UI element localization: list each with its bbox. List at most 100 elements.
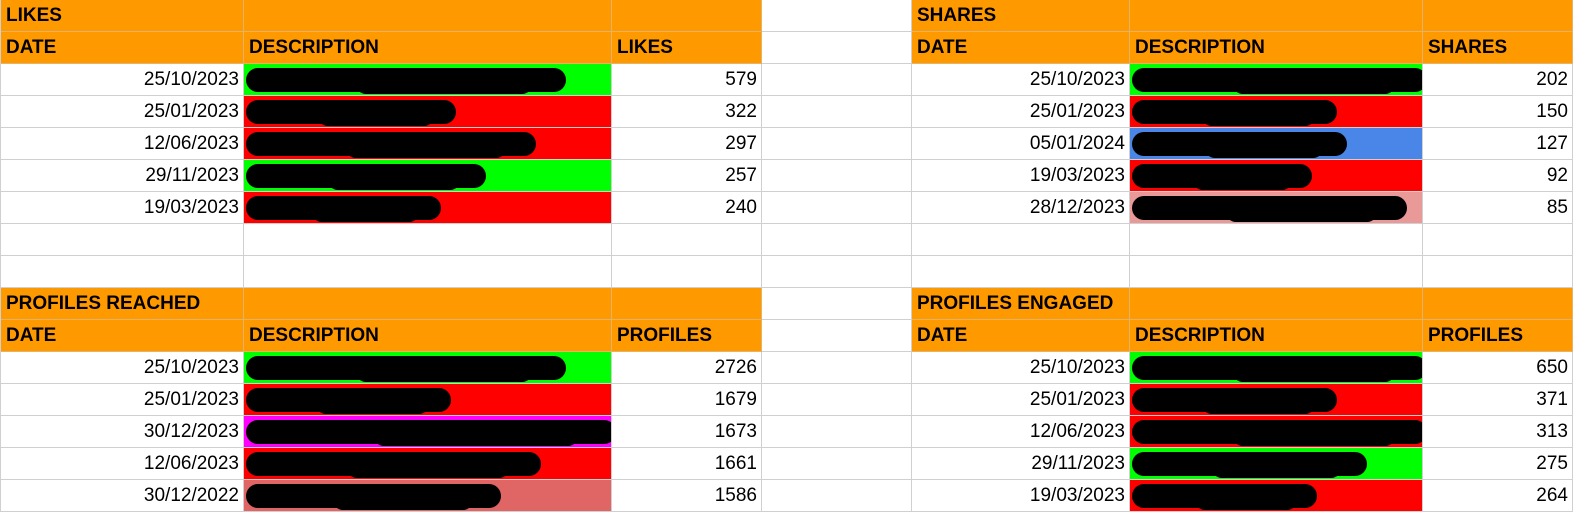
likes-col-value[interactable]: LIKES — [612, 32, 762, 64]
likes-description-cell[interactable] — [244, 96, 612, 128]
empty-cell[interactable] — [762, 416, 912, 448]
empty-cell[interactable] — [762, 352, 912, 384]
empty-cell[interactable] — [762, 224, 912, 256]
likes-value-cell[interactable]: 257 — [612, 160, 762, 192]
empty-cell[interactable] — [762, 160, 912, 192]
reached-value-cell[interactable]: 1679 — [612, 384, 762, 416]
empty-cell[interactable] — [762, 32, 912, 64]
shares-title-filler[interactable] — [1423, 0, 1573, 32]
empty-cell[interactable] — [762, 288, 912, 320]
shares-col-date[interactable]: DATE — [912, 32, 1130, 64]
empty-cell[interactable] — [762, 128, 912, 160]
likes-value-cell[interactable]: 579 — [612, 64, 762, 96]
empty-cell[interactable] — [762, 320, 912, 352]
engaged-value-cell[interactable]: 275 — [1423, 448, 1573, 480]
empty-cell[interactable] — [244, 224, 612, 256]
shares-title-filler[interactable] — [1130, 0, 1423, 32]
likes-description-cell[interactable] — [244, 160, 612, 192]
engaged-date-cell[interactable]: 29/11/2023 — [912, 448, 1130, 480]
reached-date-cell[interactable]: 30/12/2023 — [1, 416, 244, 448]
empty-cell[interactable] — [762, 64, 912, 96]
reached-value-cell[interactable]: 1673 — [612, 416, 762, 448]
engaged-title[interactable]: PROFILES ENGAGED — [912, 288, 1130, 320]
reached-description-cell[interactable] — [244, 448, 612, 480]
shares-value-cell[interactable]: 85 — [1423, 192, 1573, 224]
reached-description-cell[interactable] — [244, 352, 612, 384]
shares-col-description[interactable]: DESCRIPTION — [1130, 32, 1423, 64]
likes-value-cell[interactable]: 240 — [612, 192, 762, 224]
empty-cell[interactable] — [912, 256, 1130, 288]
likes-date-cell[interactable]: 12/06/2023 — [1, 128, 244, 160]
shares-date-cell[interactable]: 19/03/2023 — [912, 160, 1130, 192]
likes-description-cell[interactable] — [244, 64, 612, 96]
empty-cell[interactable] — [1130, 224, 1423, 256]
likes-date-cell[interactable]: 25/01/2023 — [1, 96, 244, 128]
engaged-description-cell[interactable] — [1130, 416, 1423, 448]
shares-value-cell[interactable]: 127 — [1423, 128, 1573, 160]
engaged-value-cell[interactable]: 650 — [1423, 352, 1573, 384]
reached-value-cell[interactable]: 2726 — [612, 352, 762, 384]
likes-description-cell[interactable] — [244, 128, 612, 160]
empty-cell[interactable] — [762, 256, 912, 288]
shares-title[interactable]: SHARES — [912, 0, 1130, 32]
engaged-value-cell[interactable]: 371 — [1423, 384, 1573, 416]
engaged-col-date[interactable]: DATE — [912, 320, 1130, 352]
shares-description-cell[interactable] — [1130, 192, 1423, 224]
likes-date-cell[interactable]: 19/03/2023 — [1, 192, 244, 224]
empty-cell[interactable] — [612, 256, 762, 288]
reached-title-filler[interactable] — [612, 288, 762, 320]
shares-description-cell[interactable] — [1130, 96, 1423, 128]
reached-value-cell[interactable]: 1586 — [612, 480, 762, 512]
reached-col-description[interactable]: DESCRIPTION — [244, 320, 612, 352]
engaged-date-cell[interactable]: 12/06/2023 — [912, 416, 1130, 448]
empty-cell[interactable] — [244, 256, 612, 288]
reached-value-cell[interactable]: 1661 — [612, 448, 762, 480]
engaged-title-filler[interactable] — [1423, 288, 1573, 320]
engaged-col-value[interactable]: PROFILES — [1423, 320, 1573, 352]
empty-cell[interactable] — [762, 96, 912, 128]
reached-col-value[interactable]: PROFILES — [612, 320, 762, 352]
empty-cell[interactable] — [762, 192, 912, 224]
reached-title-filler[interactable] — [244, 288, 612, 320]
shares-value-cell[interactable]: 202 — [1423, 64, 1573, 96]
reached-date-cell[interactable]: 30/12/2022 — [1, 480, 244, 512]
shares-value-cell[interactable]: 150 — [1423, 96, 1573, 128]
likes-title-filler[interactable] — [244, 0, 612, 32]
reached-date-cell[interactable]: 12/06/2023 — [1, 448, 244, 480]
engaged-value-cell[interactable]: 264 — [1423, 480, 1573, 512]
reached-date-cell[interactable]: 25/01/2023 — [1, 384, 244, 416]
shares-date-cell[interactable]: 25/01/2023 — [912, 96, 1130, 128]
engaged-date-cell[interactable]: 19/03/2023 — [912, 480, 1130, 512]
shares-description-cell[interactable] — [1130, 160, 1423, 192]
shares-date-cell[interactable]: 25/10/2023 — [912, 64, 1130, 96]
reached-col-date[interactable]: DATE — [1, 320, 244, 352]
likes-value-cell[interactable]: 322 — [612, 96, 762, 128]
reached-description-cell[interactable] — [244, 480, 612, 512]
likes-date-cell[interactable]: 29/11/2023 — [1, 160, 244, 192]
engaged-col-description[interactable]: DESCRIPTION — [1130, 320, 1423, 352]
likes-value-cell[interactable]: 297 — [612, 128, 762, 160]
empty-cell[interactable] — [1, 224, 244, 256]
shares-date-cell[interactable]: 05/01/2024 — [912, 128, 1130, 160]
empty-cell[interactable] — [1423, 256, 1573, 288]
reached-description-cell[interactable] — [244, 416, 612, 448]
engaged-date-cell[interactable]: 25/01/2023 — [912, 384, 1130, 416]
shares-description-cell[interactable] — [1130, 128, 1423, 160]
empty-cell[interactable] — [762, 448, 912, 480]
empty-cell[interactable] — [1423, 224, 1573, 256]
empty-cell[interactable] — [762, 384, 912, 416]
shares-value-cell[interactable]: 92 — [1423, 160, 1573, 192]
reached-description-cell[interactable] — [244, 384, 612, 416]
empty-cell[interactable] — [1, 256, 244, 288]
engaged-date-cell[interactable]: 25/10/2023 — [912, 352, 1130, 384]
shares-description-cell[interactable] — [1130, 64, 1423, 96]
likes-title-filler[interactable] — [612, 0, 762, 32]
empty-cell[interactable] — [612, 224, 762, 256]
engaged-description-cell[interactable] — [1130, 480, 1423, 512]
empty-cell[interactable] — [762, 0, 912, 32]
shares-col-value[interactable]: SHARES — [1423, 32, 1573, 64]
engaged-description-cell[interactable] — [1130, 384, 1423, 416]
empty-cell[interactable] — [1130, 256, 1423, 288]
likes-col-date[interactable]: DATE — [1, 32, 244, 64]
likes-col-description[interactable]: DESCRIPTION — [244, 32, 612, 64]
